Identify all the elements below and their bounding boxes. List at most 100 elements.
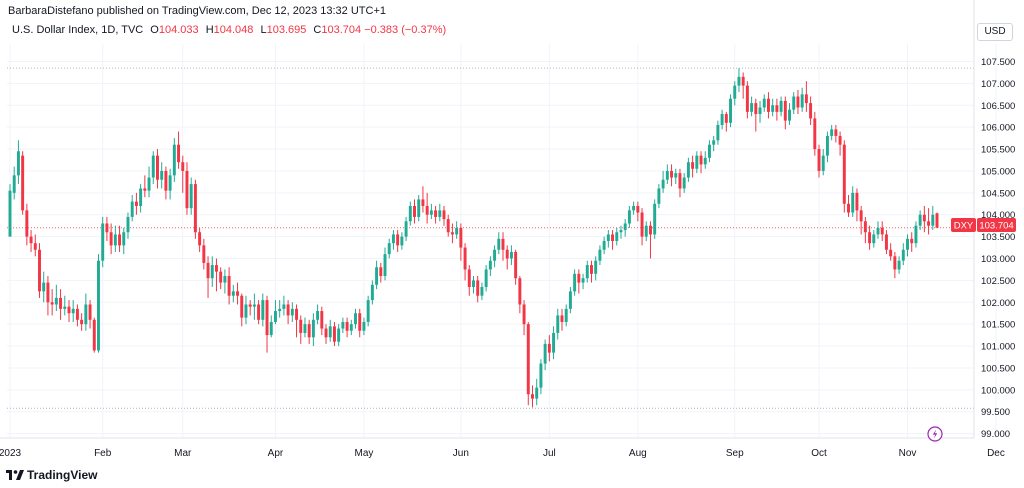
price-tick-label: 100.000 xyxy=(981,385,1015,396)
high-value: 104.048 xyxy=(213,24,254,36)
candle xyxy=(168,168,172,200)
candle-body xyxy=(522,304,526,325)
low-label: L xyxy=(260,24,267,36)
candle xyxy=(450,223,454,244)
candle xyxy=(847,195,850,217)
candle-body xyxy=(396,234,400,246)
candle xyxy=(851,186,855,217)
candle xyxy=(884,230,888,255)
candle xyxy=(202,238,206,270)
tradingview-footer[interactable]: TradingView xyxy=(6,466,97,484)
candle-body xyxy=(838,135,842,145)
candle-body xyxy=(33,243,37,250)
candle-body xyxy=(712,140,716,145)
candle xyxy=(463,243,467,281)
candle-body xyxy=(526,324,530,395)
candle-body xyxy=(366,300,370,322)
candle-body xyxy=(21,155,25,211)
currency-button[interactable]: USD xyxy=(977,23,1013,41)
candle xyxy=(354,308,357,329)
candle-body xyxy=(552,332,556,353)
candle xyxy=(404,216,408,241)
candle xyxy=(303,317,307,338)
change-value: −0.383 (−0.37%) xyxy=(364,24,447,36)
candle-body xyxy=(598,249,602,261)
candle-body xyxy=(927,221,931,226)
candle-body xyxy=(206,262,210,279)
candle xyxy=(240,293,244,327)
candle xyxy=(560,308,564,331)
candle xyxy=(282,295,286,316)
candle-body xyxy=(236,291,240,296)
candle xyxy=(766,92,770,119)
candle xyxy=(8,184,12,237)
candle xyxy=(619,225,623,239)
candle-body xyxy=(240,295,244,318)
candle-body xyxy=(130,201,134,217)
candle xyxy=(219,267,223,290)
candle xyxy=(838,131,842,156)
candle-body xyxy=(84,304,88,325)
candle xyxy=(699,151,703,174)
flash-icon[interactable] xyxy=(927,426,943,442)
candle-body xyxy=(341,321,345,329)
candle xyxy=(674,168,678,185)
candle xyxy=(809,96,813,125)
candle xyxy=(505,245,509,270)
instrument-label[interactable]: U.S. Dollar Index, 1D, TVC xyxy=(12,24,144,36)
candle-body xyxy=(417,199,421,217)
candle xyxy=(813,111,817,156)
candle-body xyxy=(63,306,67,309)
candle xyxy=(299,315,303,344)
candle-body xyxy=(556,315,560,333)
candle xyxy=(695,151,699,174)
candle xyxy=(792,92,796,115)
candle-body xyxy=(636,205,640,213)
candle-body xyxy=(543,343,547,364)
candle xyxy=(573,269,577,296)
price-tick-label: 102.000 xyxy=(981,298,1015,309)
candle xyxy=(143,175,147,198)
candle xyxy=(552,326,556,360)
candle-body xyxy=(97,260,100,351)
price-tick-label: 107.500 xyxy=(981,57,1015,68)
candle-body xyxy=(750,103,754,112)
time-axis[interactable]: 2023FebMarAprMayJunJulAugSepOctNovDec25 xyxy=(0,448,1024,459)
candle-body xyxy=(766,98,770,112)
candle xyxy=(935,212,939,229)
candle-body xyxy=(92,319,96,351)
candle-body xyxy=(446,219,450,233)
candle xyxy=(636,201,640,222)
candle xyxy=(855,188,859,222)
candle xyxy=(585,260,589,283)
candle xyxy=(543,339,547,371)
candle-body xyxy=(316,311,320,320)
candle-body xyxy=(223,276,227,283)
price-axis[interactable]: 99.000 99.500 100.000 100.500 101.000 101.500… xyxy=(981,57,1015,440)
candle-body xyxy=(745,85,749,112)
candle xyxy=(501,232,505,261)
candle xyxy=(632,201,636,215)
candle-body xyxy=(623,223,627,231)
candle-body xyxy=(463,247,467,270)
candle-body xyxy=(337,328,341,342)
candle xyxy=(366,295,370,327)
candle xyxy=(261,293,265,327)
candle-body xyxy=(855,192,859,211)
candle-body xyxy=(113,234,117,246)
candle-body xyxy=(834,129,838,136)
candle xyxy=(236,282,240,305)
candle xyxy=(615,227,619,246)
candle-body xyxy=(295,308,299,320)
price-chart[interactable]: 99.000 99.500 100.000 100.500 101.000 101.500… xyxy=(0,0,1024,466)
candle xyxy=(493,245,497,268)
candle xyxy=(931,205,935,231)
candle-body xyxy=(893,256,897,270)
grid xyxy=(7,44,997,438)
candle-body xyxy=(219,271,223,283)
candle-body xyxy=(720,114,724,125)
candle xyxy=(703,151,707,169)
candle xyxy=(278,300,282,318)
candle xyxy=(779,96,783,117)
chart-pane-background xyxy=(7,44,974,438)
